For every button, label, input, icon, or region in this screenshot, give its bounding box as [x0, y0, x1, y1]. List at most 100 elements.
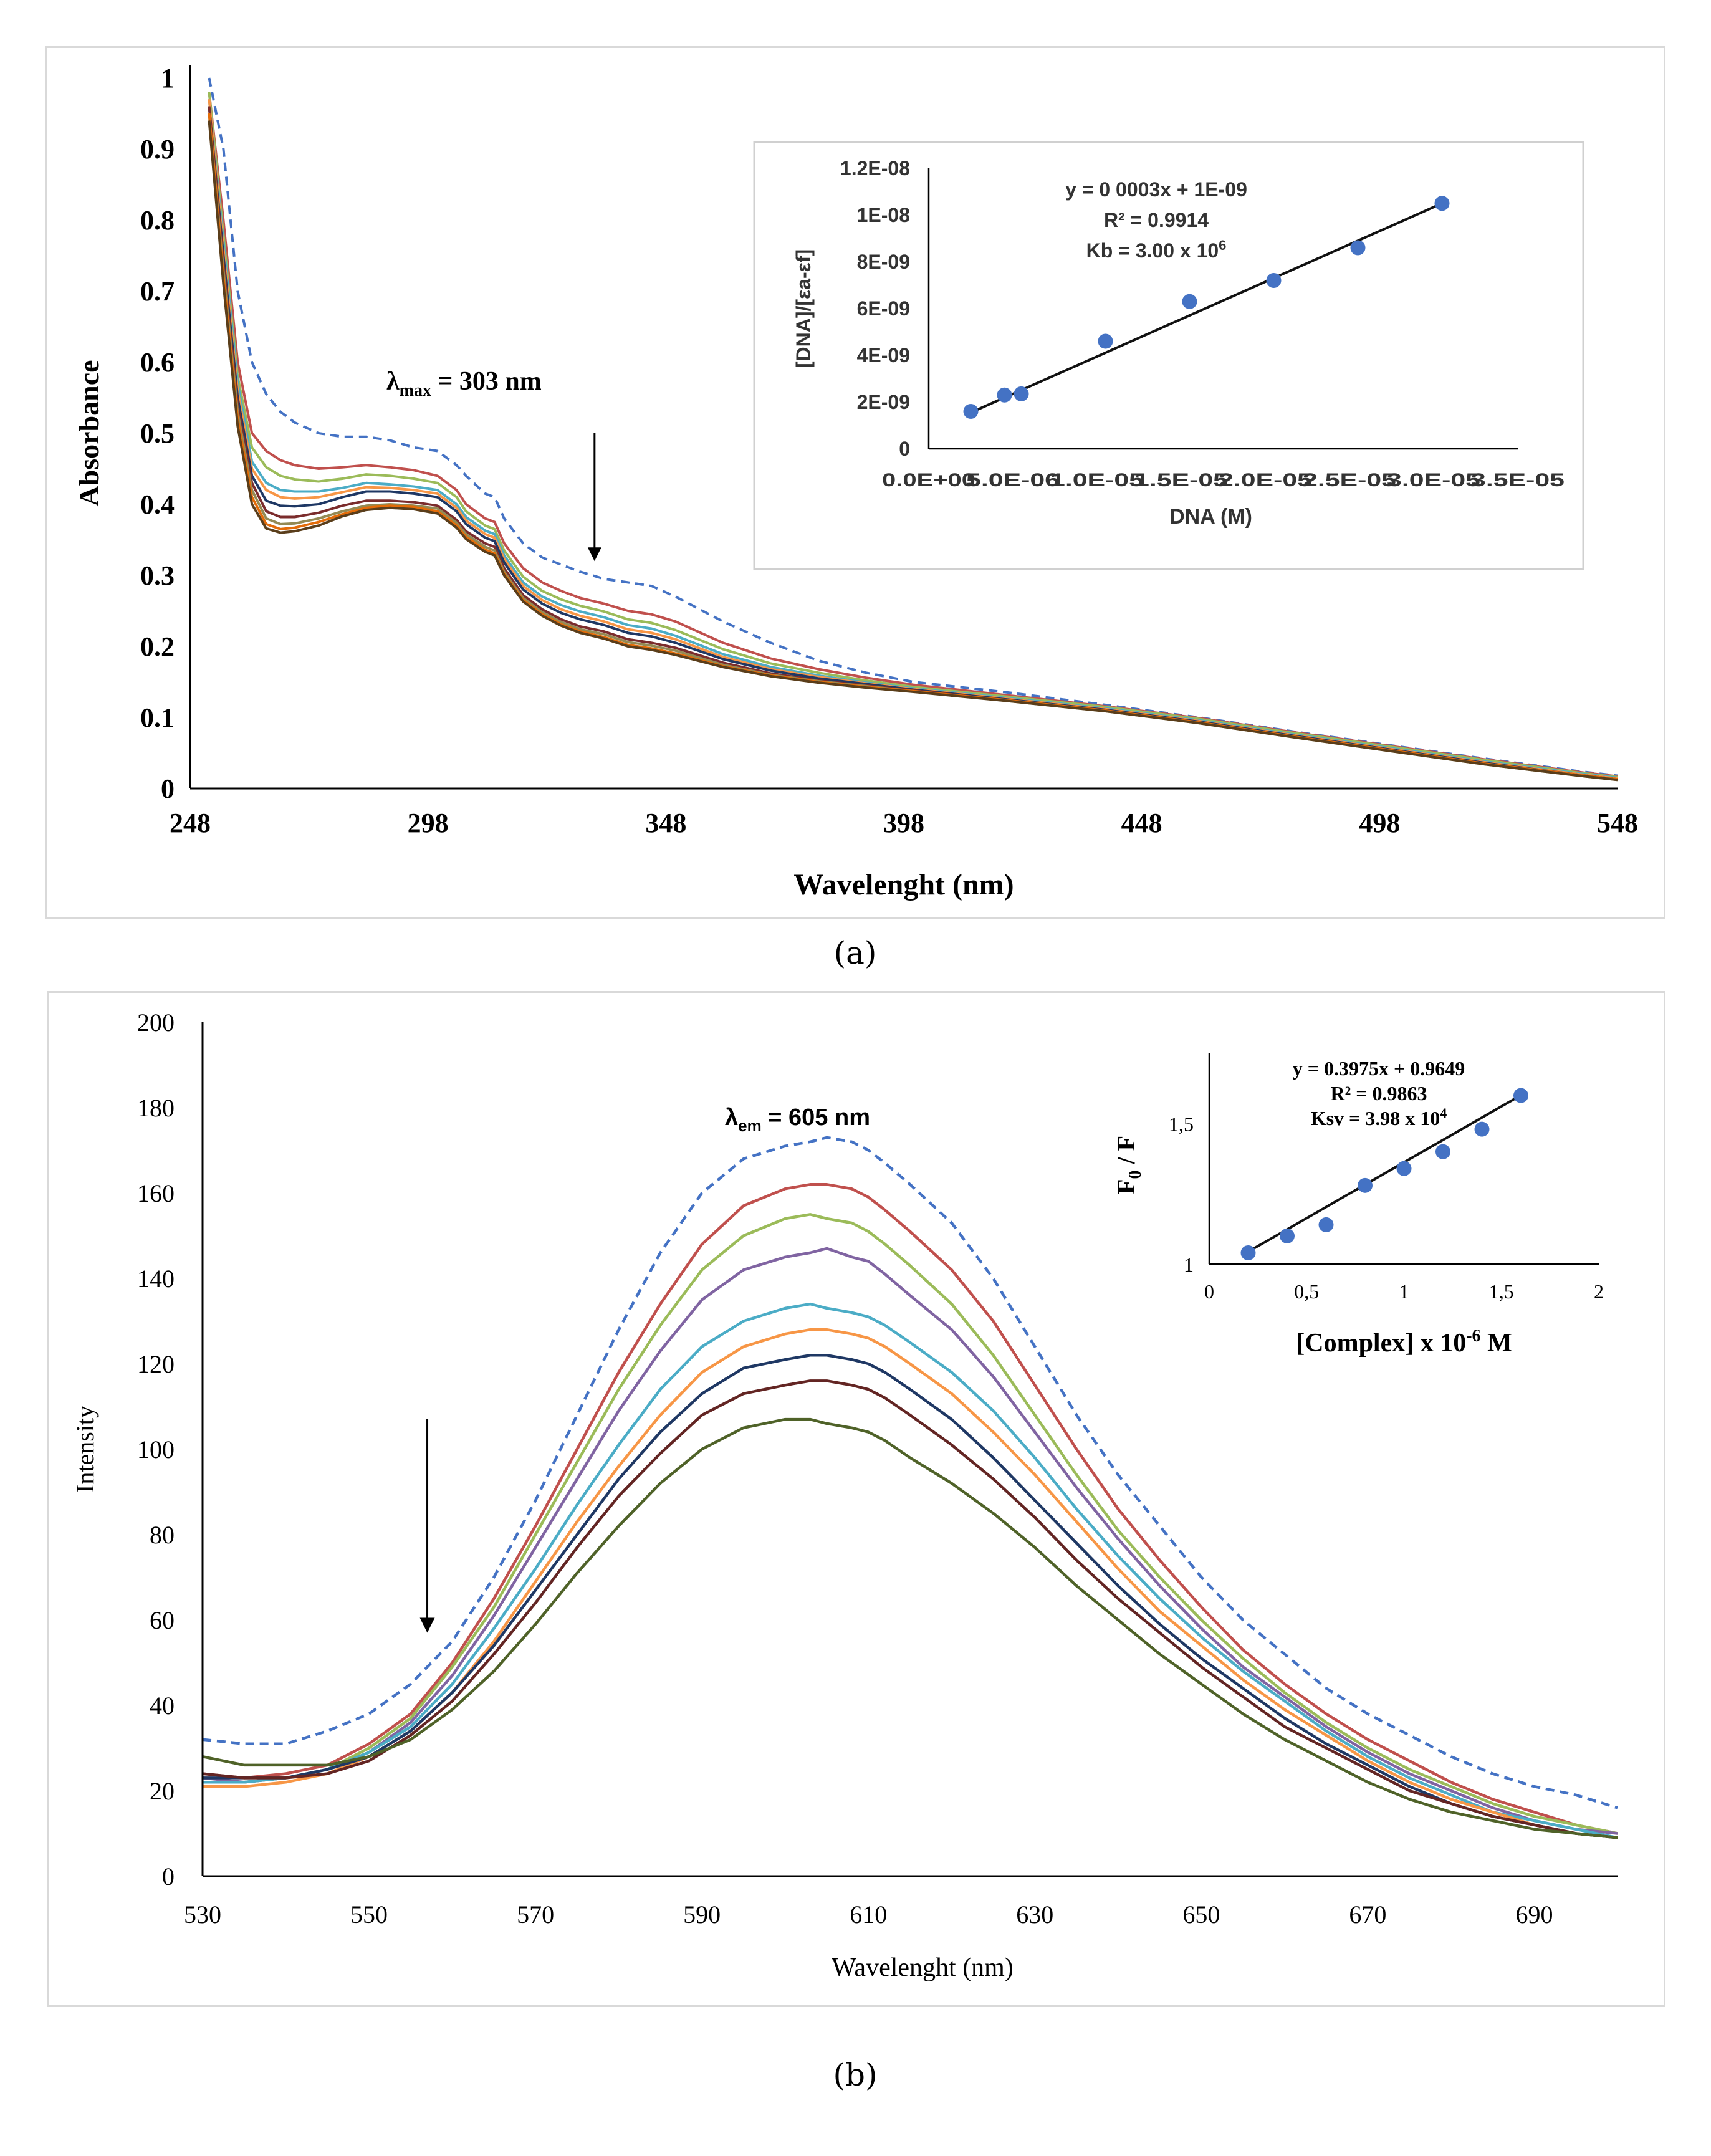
inset-b-r2: R² = 0.9863 [1331, 1082, 1427, 1104]
inset-a-point-2 [1014, 386, 1029, 401]
inset-b-point-3 [1358, 1177, 1373, 1193]
inset-a-fit-line [970, 202, 1443, 414]
xtick-a-2: 348 [645, 808, 686, 838]
arrow-a-head [587, 547, 601, 562]
xlabel-a: Wavelenght (nm) [793, 868, 1014, 901]
inset-a-ytick-1: 2E-09 [857, 391, 910, 413]
inset-a-ytick-2: 4E-09 [857, 344, 910, 367]
series-b-s6 [203, 1354, 1618, 1839]
annotation-b-sub: em [738, 1116, 762, 1135]
xtick-b-4: 610 [850, 1900, 887, 1928]
xtick-a-6: 548 [1597, 808, 1638, 838]
inset-b-fit-line [1247, 1094, 1522, 1253]
xtick-a-5: 498 [1359, 808, 1400, 838]
inset-a-ytick-6: 1.2E-08 [840, 157, 910, 180]
series-a-s9 [208, 120, 1618, 782]
inset-b-xtick-0: 0 [1204, 1280, 1214, 1303]
inset-b-ylabel-sub: 0 [1126, 1171, 1145, 1179]
inset-a-point-0 [963, 404, 979, 419]
inset-b-xlabel-text: [Complex] x 10 [1296, 1329, 1466, 1358]
xtick-b-7: 670 [1349, 1900, 1386, 1928]
series-b-s8 [202, 1417, 1618, 1839]
xtick-b-0: 530 [184, 1900, 221, 1928]
inset-a-xtick-5: 2.5E-05 [1303, 470, 1396, 491]
series-b-s7 [202, 1379, 1618, 1839]
inset-b-ksv: Ksv = 3.98 x 104 [1311, 1105, 1447, 1129]
xtick-a-3: 398 [883, 808, 924, 838]
inset-b-ksv-exp: 4 [1440, 1105, 1447, 1121]
inset-a-xtick-7: 3.5E-05 [1471, 470, 1565, 491]
panel-b-caption: (b) [833, 2057, 878, 2093]
inset-b-ksv-text: Ksv = 3.98 x 10 [1311, 1107, 1440, 1129]
inset-b-xtick-2: 1 [1399, 1280, 1409, 1303]
annotation-b-rest: = 605 nm [762, 1104, 870, 1131]
inset-a-xtick-6: 3.0E-05 [1387, 470, 1480, 491]
ytick-b-6: 120 [137, 1350, 175, 1378]
xtick-a-1: 298 [408, 808, 449, 838]
ytick-a-5: 0.5 [140, 418, 175, 449]
inset-b-xtick-1: 0,5 [1294, 1280, 1319, 1303]
series-a-s2 [208, 92, 1618, 779]
ytick-a-10: 1 [161, 63, 175, 93]
inset-b-ylabel-tail: / F [1112, 1136, 1140, 1171]
inset-a-point-1 [997, 387, 1012, 403]
inset-a-point-6 [1350, 240, 1366, 256]
inset-b-xlabel: [Complex] x 10-6 M [1296, 1326, 1512, 1358]
xtick-b-8: 690 [1515, 1900, 1553, 1928]
inset-b-ylabel-text: F [1112, 1179, 1140, 1194]
series-b-s4 [203, 1302, 1618, 1839]
inset-b-point-4 [1396, 1161, 1412, 1176]
xtick-b-1: 550 [350, 1900, 388, 1928]
inset-a-kb-exp: 6 [1219, 237, 1226, 253]
inset-b-xlabel-tail: M [1481, 1329, 1512, 1358]
series-b-ref [202, 1136, 1618, 1809]
annotation-a: λmax = 303 nm [386, 367, 542, 400]
series-b-s2 [203, 1213, 1618, 1835]
inset-a-r2: R² = 0.9914 [1104, 209, 1209, 231]
inset-a-point-3 [1098, 333, 1113, 349]
annotation-a-sub: max [400, 381, 431, 400]
xtick-b-6: 650 [1182, 1900, 1220, 1928]
ytick-a-9: 0.9 [140, 134, 175, 165]
series-a-ref [208, 77, 1618, 777]
inset-a-kb-text: Kb = 3.00 x 10 [1086, 239, 1219, 262]
xtick-b-3: 590 [683, 1900, 721, 1928]
panel-a-caption: (a) [833, 935, 877, 971]
inset-a-xtick-1: 5.0E-06 [966, 470, 1060, 491]
ytick-a-0: 0 [161, 774, 175, 804]
annotation-b-lambda: λ [725, 1104, 738, 1131]
xtick-a-0: 248 [170, 808, 211, 838]
inset-b-xlabel-sup: -6 [1466, 1326, 1480, 1346]
inset-b-xtick-4: 2 [1594, 1280, 1604, 1303]
ytick-b-4: 80 [150, 1521, 175, 1549]
inset-b-point-1 [1280, 1228, 1295, 1243]
inset-b-point-2 [1318, 1217, 1334, 1232]
ytick-b-5: 100 [137, 1435, 175, 1464]
inset-a-xtick-3: 1.5E-05 [1134, 470, 1228, 491]
ytick-a-4: 0.4 [140, 489, 175, 520]
xtick-b-5: 630 [1016, 1900, 1053, 1928]
ytick-a-1: 0.1 [140, 702, 175, 733]
xtick-a-4: 448 [1121, 808, 1162, 838]
ytick-b-0: 0 [162, 1862, 175, 1890]
annotation-a-rest: = 303 nm [431, 367, 542, 396]
ytick-a-3: 0.3 [140, 560, 175, 591]
ytick-b-1: 20 [150, 1777, 175, 1805]
arrow-b-head [419, 1617, 435, 1633]
inset-b-equation: y = 0.3975x + 0.9649 [1293, 1057, 1465, 1080]
series-b-s1 [202, 1183, 1618, 1835]
inset-a-xtick-2: 1.0E-05 [1050, 470, 1144, 491]
ytick-b-7: 140 [137, 1265, 175, 1293]
ytick-a-6: 0.6 [140, 347, 175, 378]
inset-a-xlabel: DNA (M) [1169, 505, 1252, 529]
inset-a-ytick-5: 1E-08 [857, 204, 910, 226]
inset-b-point-5 [1435, 1144, 1450, 1159]
xtick-b-2: 570 [517, 1900, 554, 1928]
inset-a-point-7 [1434, 196, 1450, 211]
inset-a-xtick-0: 0.0E+00 [882, 470, 975, 491]
inset-a-frame [753, 141, 1584, 570]
annotation-a-lambda: λ [386, 367, 400, 396]
ytick-b-10: 200 [137, 1009, 175, 1037]
inset-a-xtick-4: 2.0E-05 [1219, 470, 1312, 491]
